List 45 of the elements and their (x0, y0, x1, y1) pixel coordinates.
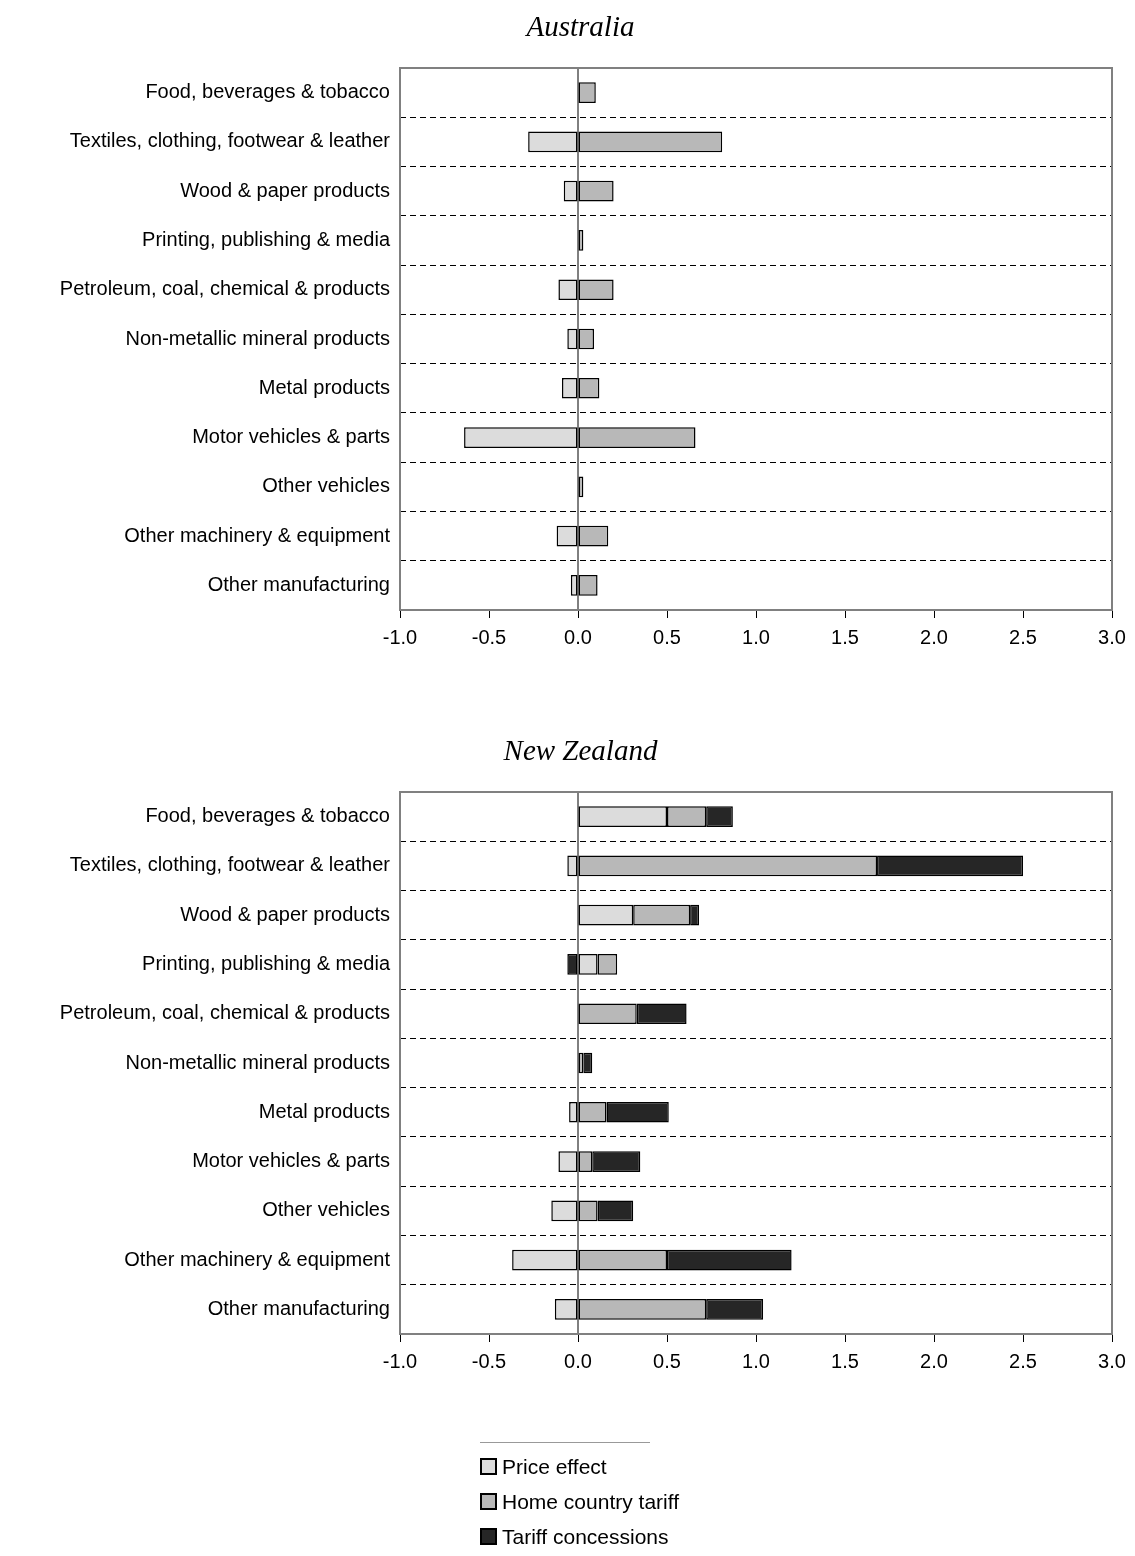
y-tick-label: Textiles, clothing, footwear & leather (69, 129, 391, 152)
legend-label: Price effect (502, 1454, 607, 1479)
y-tick-label: Non-metallic mineral products (125, 1050, 390, 1073)
legend-label: Home country tariff (502, 1489, 680, 1514)
x-tick-label: 0.5 (653, 1349, 681, 1372)
y-tick-label: Motor vehicles & parts (192, 425, 390, 448)
legend-label: Tariff concessions (502, 1524, 669, 1549)
y-tick-label: Metal products (258, 1099, 390, 1122)
y-tick-label: Printing, publishing & media (142, 951, 391, 974)
x-tick-label: -0.5 (471, 625, 507, 648)
y-tick-label: Non-metallic mineral products (125, 326, 390, 349)
x-tick-label: 2.0 (920, 625, 948, 648)
x-tick-label: 2.0 (920, 1349, 948, 1372)
y-tick-label: Petroleum, coal, chemical & products (59, 1001, 390, 1024)
y-tick-label: Textiles, clothing, footwear & leather (69, 853, 391, 876)
y-tick-label: Printing, publishing & media (142, 227, 391, 250)
y-tick-label: Wood & paper products (180, 902, 390, 925)
y-tick-label: Other vehicles (262, 474, 390, 497)
x-tick-label: 0.0 (564, 1349, 592, 1372)
y-tick-label: Wood & paper products (180, 178, 390, 201)
x-tick-label: 2.5 (1009, 1349, 1037, 1372)
y-tick-label: Food, beverages & tobacco (145, 80, 390, 103)
chart-title: New Zealand (502, 733, 659, 768)
y-tick-label: Petroleum, coal, chemical & products (59, 277, 390, 300)
x-tick-label: -1.0 (382, 1349, 418, 1372)
x-tick-label: 1.5 (831, 1349, 859, 1372)
y-tick-label: Food, beverages & tobacco (145, 804, 390, 827)
x-tick-label: 3.0 (1098, 1349, 1126, 1372)
y-tick-label: Other machinery & equipment (124, 1247, 391, 1270)
chart-title: Australia (524, 9, 636, 44)
y-tick-label: Other vehicles (262, 1198, 390, 1221)
x-tick-label: 0.5 (653, 625, 681, 648)
y-tick-label: Motor vehicles & parts (192, 1149, 390, 1172)
y-tick-label: Metal products (258, 375, 390, 398)
x-tick-label: -0.5 (471, 1349, 507, 1372)
x-tick-label: 1.0 (742, 625, 770, 648)
y-tick-label: Other machinery & equipment (124, 523, 391, 546)
y-tick-label: Other manufacturing (207, 1296, 390, 1319)
x-tick-label: 2.5 (1009, 625, 1037, 648)
x-tick-label: 1.5 (831, 625, 859, 648)
x-tick-label: 1.0 (742, 1349, 770, 1372)
x-tick-label: 0.0 (564, 625, 592, 648)
y-tick-label: Other manufacturing (207, 572, 390, 595)
x-tick-label: 3.0 (1098, 625, 1126, 648)
x-tick-label: -1.0 (382, 625, 418, 648)
